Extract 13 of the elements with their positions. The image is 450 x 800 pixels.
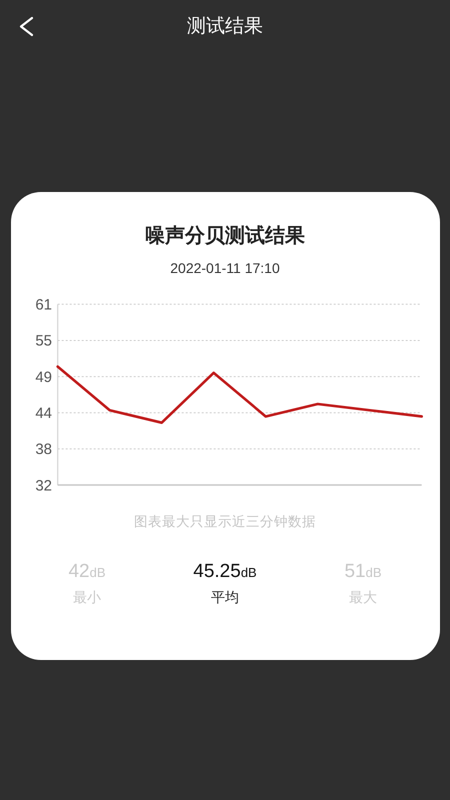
chart-subtitle: 2022-01-11 17:10 (170, 260, 280, 276)
text: 平均 (211, 589, 239, 605)
text: 测试结果 (187, 16, 263, 37)
y-tick-label: 38 (35, 441, 52, 458)
y-tick-label: 49 (35, 368, 52, 386)
text: 45.25dB (193, 561, 257, 582)
chart-title: 噪声分贝测试结果 (145, 225, 306, 247)
y-tick-label: 44 (35, 405, 52, 422)
text: 图表最大只显示近三分钟数据 (134, 514, 316, 529)
y-tick-label: 32 (35, 477, 52, 494)
y-tick-label: 61 (35, 296, 52, 314)
y-tick-label: 55 (35, 332, 52, 350)
line-series (56, 365, 423, 424)
